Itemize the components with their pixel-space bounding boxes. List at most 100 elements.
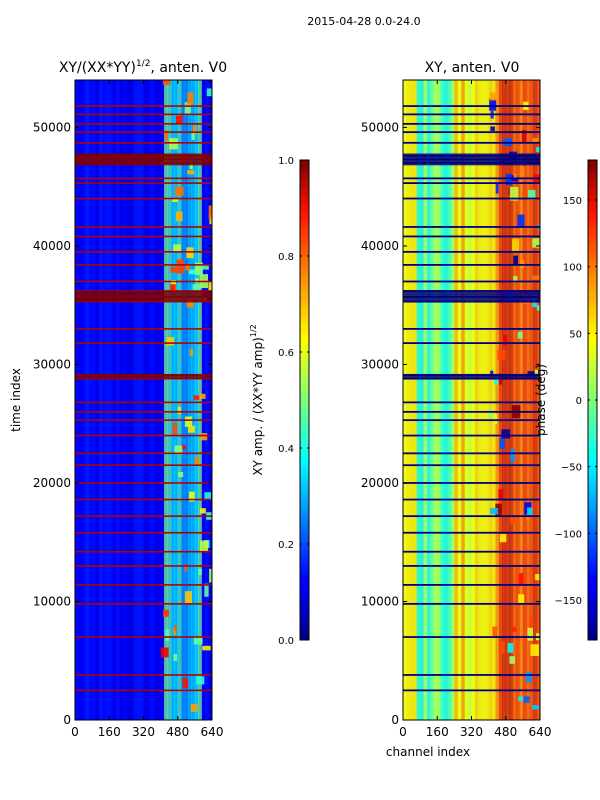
- heatmap-column: [409, 80, 414, 720]
- heatmap-patch: [527, 627, 533, 641]
- x-tick-label: 320: [460, 725, 483, 739]
- heatmap-column: [164, 80, 168, 720]
- heatmap-column: [119, 80, 124, 720]
- flagged-row: [75, 182, 212, 184]
- heatmap-patch: [525, 672, 532, 683]
- heatmap-patch: [489, 507, 498, 515]
- heatmap-patch: [492, 626, 498, 638]
- heatmap-column: [157, 80, 162, 720]
- heatmap-patch: [165, 629, 170, 641]
- heatmap-patch: [517, 214, 525, 228]
- heatmap-patch: [518, 573, 524, 587]
- flagged-row: [403, 565, 540, 567]
- heatmap-patch: [513, 174, 518, 179]
- amplitude-colorbar-gradient: [299, 159, 310, 641]
- heatmap-column: [406, 80, 411, 720]
- heatmap-patch: [194, 262, 203, 275]
- flagged-band: [75, 373, 212, 379]
- x-tick-label: 480: [494, 725, 517, 739]
- heatmap-patch: [172, 422, 178, 436]
- heatmap-column: [423, 80, 428, 720]
- flagged-row: [75, 584, 212, 586]
- heatmap-column: [92, 80, 97, 720]
- heatmap-patch: [189, 491, 195, 502]
- colorbar-tick-label: −100: [555, 529, 582, 540]
- flagged-band: [75, 290, 212, 302]
- flagged-band: [75, 153, 212, 166]
- heatmap-column: [126, 80, 131, 720]
- flagged-row: [75, 419, 212, 421]
- flagged-row: [403, 300, 540, 303]
- phase-colorbar: −150 −100 −50 0 50 100 150 phase (deg): [534, 159, 598, 641]
- heatmap-patch: [189, 349, 194, 356]
- flagged-row: [75, 550, 212, 553]
- flagged-row: [75, 123, 212, 125]
- heatmap-column: [160, 80, 165, 720]
- heatmap-patch: [499, 641, 505, 654]
- flagged-row: [403, 250, 540, 253]
- flagged-row: [403, 674, 540, 676]
- heatmap-column: [440, 80, 445, 720]
- heatmap-patch: [536, 305, 540, 311]
- heatmap-patch: [518, 696, 524, 702]
- heatmap-patch: [191, 133, 195, 140]
- y-tick-label: 30000: [33, 357, 71, 371]
- y-tick-label: 20000: [361, 476, 399, 490]
- heatmap-patch: [517, 331, 523, 339]
- colorbar-tick-label: 0.8: [278, 252, 294, 263]
- heatmap-patch: [208, 208, 212, 215]
- amplitude-title-tail: , anten. V0: [150, 60, 227, 76]
- heatmap-patch: [194, 457, 200, 465]
- flagged-row: [403, 464, 540, 467]
- heatmap-patch: [193, 636, 203, 645]
- flagged-row: [75, 300, 212, 303]
- flagged-row: [75, 328, 212, 330]
- flagged-row: [403, 419, 540, 422]
- heatmap-column: [188, 80, 192, 720]
- heatmap-column: [522, 80, 527, 720]
- flagged-row: [403, 122, 540, 125]
- heatmap-column: [529, 80, 534, 720]
- heatmap-patch: [178, 471, 184, 478]
- heatmap-patch: [532, 275, 540, 280]
- heatmap-column: [81, 80, 86, 720]
- heatmap-patch: [209, 568, 212, 583]
- phase-panel: XY, anten. V0 0 160 320 480 640 0 10000 20000 30…: [361, 60, 552, 759]
- heatmap-patch: [176, 259, 185, 274]
- colorbar-tick-label: 0: [576, 396, 582, 407]
- heatmap-patch: [174, 186, 184, 196]
- heatmap-column: [146, 80, 151, 720]
- heatmap-column: [122, 80, 127, 720]
- amplitude-heatmap: [75, 80, 212, 720]
- heatmap-patch: [186, 298, 194, 308]
- colorbar-tick-label: 1.0: [278, 156, 294, 167]
- heatmap-column: [430, 80, 435, 720]
- x-tick-label: 160: [426, 725, 449, 739]
- heatmap-patch: [189, 162, 193, 170]
- heatmap-column: [208, 80, 212, 720]
- flagged-row: [403, 515, 540, 518]
- heatmap-patch: [509, 656, 516, 664]
- flagged-row: [403, 327, 540, 330]
- flagged-row: [403, 531, 540, 534]
- heatmap-patch: [532, 238, 540, 248]
- phase-colorbar-ticks: −150 −100 −50 0 50 100 150: [555, 196, 597, 607]
- heatmap-column: [102, 80, 107, 720]
- heatmap-column: [481, 80, 486, 720]
- heatmap-column: [502, 80, 507, 720]
- heatmap-patch: [200, 433, 208, 441]
- heatmap-column: [109, 80, 114, 720]
- heatmap-column: [194, 80, 199, 720]
- flagged-row: [403, 141, 540, 144]
- heatmap-column: [426, 80, 431, 720]
- colorbar-tick-label: −150: [555, 596, 582, 607]
- heatmap-patch: [495, 182, 499, 194]
- heatmap-column: [420, 80, 425, 720]
- y-tick-label: 50000: [361, 120, 399, 134]
- heatmap-column: [437, 80, 442, 720]
- phase-heatmap: [403, 80, 540, 720]
- flagged-row: [75, 482, 212, 484]
- heatmap-patch: [182, 677, 189, 689]
- heatmap-column: [85, 80, 90, 720]
